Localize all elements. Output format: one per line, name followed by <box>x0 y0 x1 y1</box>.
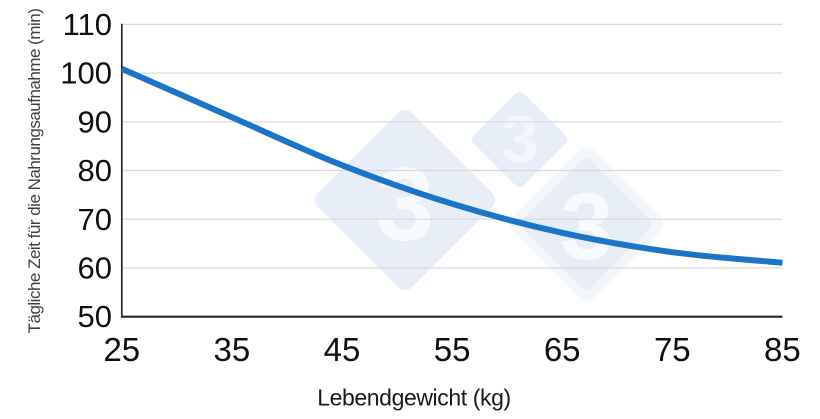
svg-text:Tägliche Zeit für die Nahrungs: Tägliche Zeit für die Nahrungsaufnahme (… <box>25 9 44 334</box>
svg-text:80: 80 <box>78 153 112 188</box>
svg-text:100: 100 <box>60 56 112 91</box>
svg-text:3: 3 <box>560 174 613 280</box>
svg-text:50: 50 <box>78 299 112 334</box>
svg-text:110: 110 <box>63 7 112 42</box>
svg-text:60: 60 <box>78 251 112 286</box>
svg-text:45: 45 <box>324 331 361 368</box>
svg-text:65: 65 <box>544 331 581 368</box>
svg-text:70: 70 <box>78 202 112 237</box>
svg-text:25: 25 <box>103 331 140 368</box>
svg-text:3: 3 <box>501 103 538 178</box>
svg-text:3: 3 <box>376 147 434 263</box>
svg-text:90: 90 <box>78 104 112 139</box>
svg-text:35: 35 <box>214 331 251 368</box>
svg-text:75: 75 <box>654 331 691 368</box>
svg-text:55: 55 <box>434 331 471 368</box>
svg-text:Lebendgewicht (kg): Lebendgewicht (kg) <box>317 385 511 411</box>
svg-text:85: 85 <box>764 331 801 368</box>
